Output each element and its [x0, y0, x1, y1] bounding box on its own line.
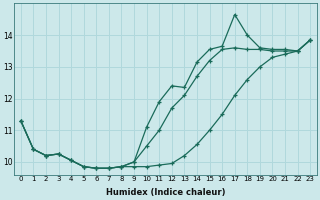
X-axis label: Humidex (Indice chaleur): Humidex (Indice chaleur) — [106, 188, 225, 197]
